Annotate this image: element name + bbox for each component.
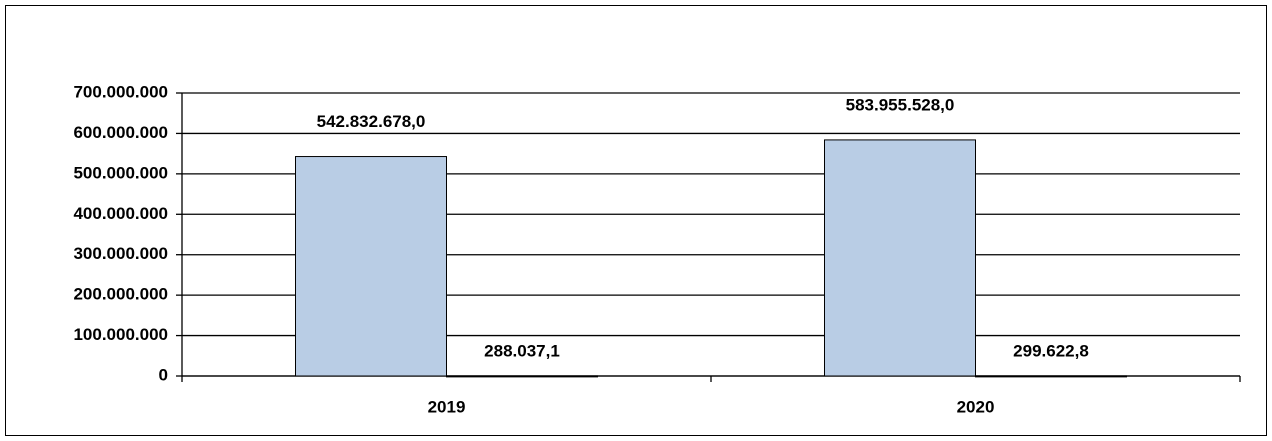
y-tick-label: 300.000.000 — [73, 244, 168, 263]
bar — [295, 156, 447, 377]
y-tick-label: 500.000.000 — [73, 163, 168, 182]
y-tick-label: 200.000.000 — [73, 285, 168, 304]
y-tick-label: 600.000.000 — [73, 123, 168, 142]
bar — [975, 375, 1127, 378]
x-tick-label: 2019 — [428, 397, 466, 416]
data-label: 542.832.678,0 — [317, 112, 426, 131]
bar — [824, 139, 976, 377]
bar — [446, 375, 598, 378]
y-tick-label: 0 — [159, 365, 168, 384]
chart-frame — [5, 5, 1267, 436]
y-tick-label: 100.000.000 — [73, 325, 168, 344]
y-tick-label: 400.000.000 — [73, 204, 168, 223]
x-tick-label: 2020 — [957, 397, 995, 416]
data-label: 288.037,1 — [484, 341, 560, 360]
data-label: 299.622,8 — [1013, 341, 1089, 360]
y-tick-label: 700.000.000 — [73, 82, 168, 101]
data-label: 583.955.528,0 — [846, 95, 955, 114]
